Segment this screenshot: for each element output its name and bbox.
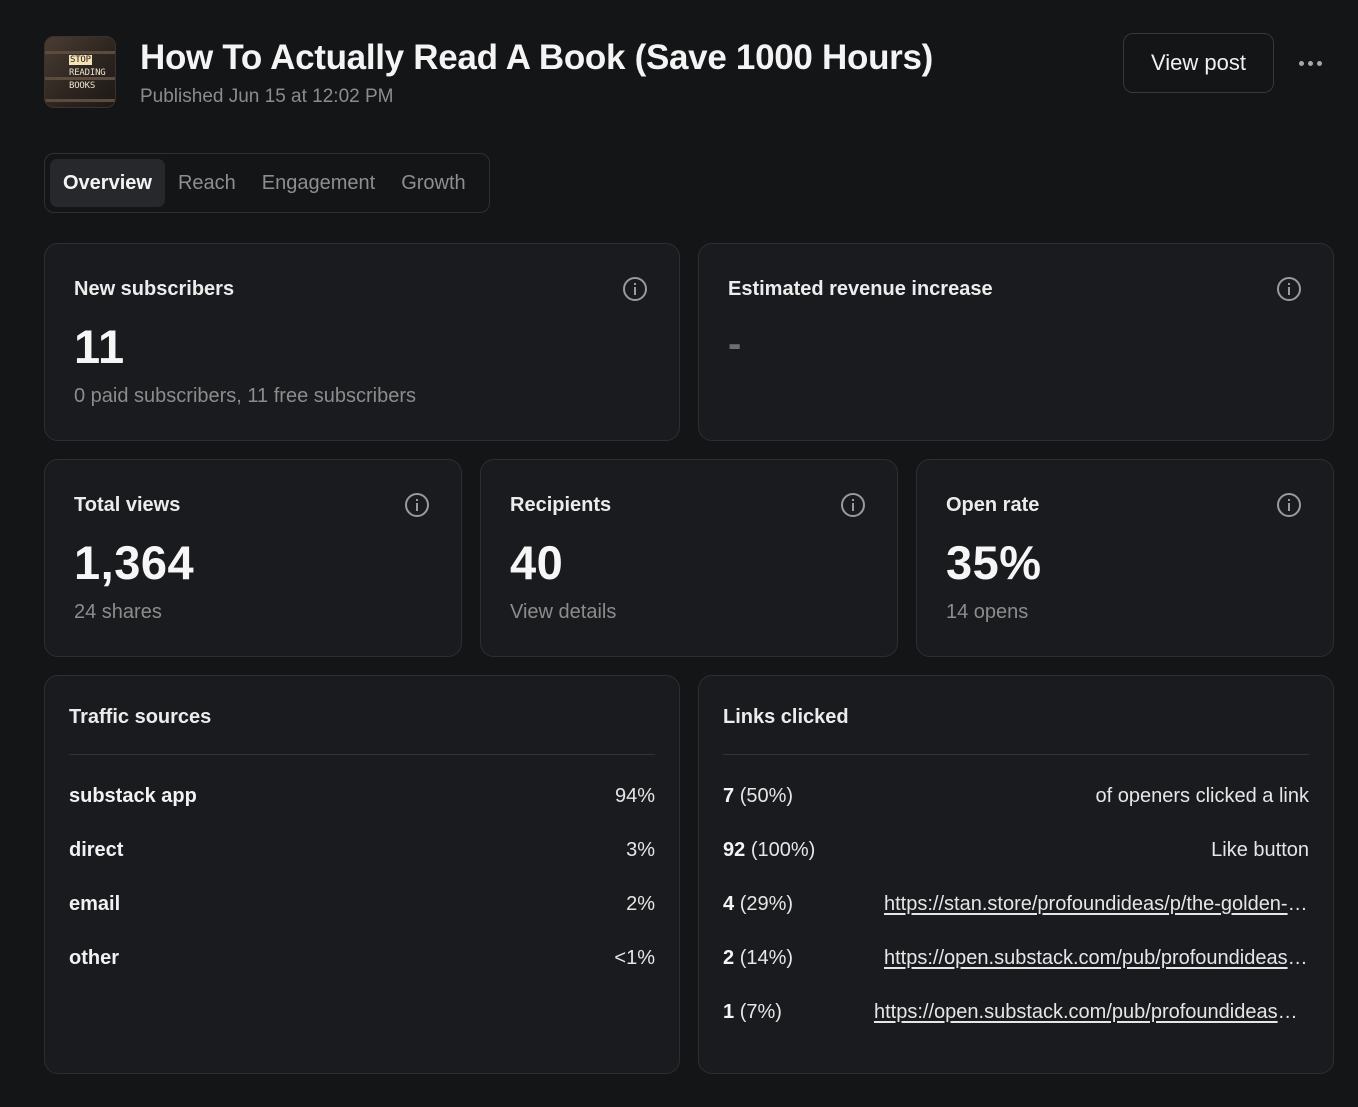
source-percent: <1%: [614, 946, 655, 969]
list-item: 4 (29%) https://stan.store/profoundideas…: [723, 889, 1309, 919]
revenue-value: -: [728, 322, 742, 366]
info-icon[interactable]: [1277, 277, 1301, 301]
traffic-sources-card: Traffic sources substack app 94% direct …: [44, 675, 680, 1074]
recipients-value: 40: [510, 536, 564, 589]
source-name: substack app: [69, 784, 197, 807]
recipients-card: Recipients 40 View details: [480, 459, 898, 657]
source-percent: 3%: [626, 838, 655, 861]
divider: [723, 754, 1309, 755]
link-url[interactable]: https://open.substack.com/pub/profoundid…: [874, 1000, 1299, 1023]
open-rate-value: 35%: [946, 536, 1042, 589]
info-icon[interactable]: [1277, 493, 1301, 517]
post-title: How To Actually Read A Book (Save 1000 H…: [140, 38, 933, 77]
link-description: of openers clicked a link: [1095, 784, 1309, 807]
list-item: 7 (50%) of openers clicked a link: [723, 781, 1309, 811]
shares-count: 24 shares: [74, 601, 162, 623]
opens-count: 14 opens: [946, 601, 1029, 623]
open-rate-label: Open rate: [946, 494, 1040, 516]
new-subscribers-value: 11: [74, 320, 125, 373]
source-name: email: [69, 892, 121, 915]
source-name: direct: [69, 838, 124, 861]
traffic-sources-title: Traffic sources: [69, 706, 212, 728]
new-subscribers-label: New subscribers: [74, 278, 235, 300]
tab-engagement[interactable]: Engagement: [261, 171, 376, 194]
more-horizontal-icon[interactable]: [1294, 48, 1326, 78]
click-count: 92 (100%): [723, 838, 816, 861]
click-count: 2 (14%): [723, 946, 794, 969]
source-percent: 94%: [614, 784, 655, 807]
list-item: 92 (100%) Like button: [723, 835, 1309, 865]
post-thumbnail: STOP READING BOOKS: [44, 36, 116, 108]
link-url[interactable]: https://open.substack.com/pub/profoundid…: [884, 946, 1309, 969]
info-icon[interactable]: [623, 277, 647, 301]
list-item: other <1%: [69, 943, 655, 973]
tab-overview[interactable]: Overview: [50, 159, 165, 207]
total-views-label: Total views: [74, 494, 181, 516]
links-clicked-card: Links clicked 7 (50%) of openers clicked…: [698, 675, 1334, 1074]
info-icon[interactable]: [405, 493, 429, 517]
click-count: 4 (29%): [723, 892, 794, 915]
recipients-label: Recipients: [510, 494, 612, 516]
click-count: 1 (7%): [723, 1000, 782, 1023]
view-post-button[interactable]: View post: [1123, 33, 1274, 93]
thumbnail-text: STOP READING BOOKS: [69, 55, 106, 91]
tab-reach[interactable]: Reach: [177, 171, 236, 194]
list-item: 2 (14%) https://open.substack.com/pub/pr…: [723, 943, 1309, 973]
list-item: 1 (7%) https://open.substack.com/pub/pro…: [723, 997, 1309, 1027]
click-count: 7 (50%): [723, 784, 794, 807]
list-item: direct 3%: [69, 835, 655, 865]
open-rate-card: Open rate 35% 14 opens: [916, 459, 1334, 657]
revenue-label: Estimated revenue increase: [728, 278, 993, 300]
divider: [69, 754, 655, 755]
view-details-link[interactable]: View details: [510, 601, 617, 623]
revenue-card: Estimated revenue increase -: [698, 243, 1334, 441]
source-name: other: [69, 946, 119, 969]
stats-tabs: Overview Reach Engagement Growth: [44, 153, 490, 213]
list-item: email 2%: [69, 889, 655, 919]
source-percent: 2%: [626, 892, 655, 915]
link-url[interactable]: https://stan.store/profoundideas/p/the-g…: [884, 892, 1309, 915]
new-subscribers-card: New subscribers 11 0 paid subscribers, 1…: [44, 243, 680, 441]
list-item: substack app 94%: [69, 781, 655, 811]
total-views-card: Total views 1,364 24 shares: [44, 459, 462, 657]
info-icon[interactable]: [841, 493, 865, 517]
links-clicked-title: Links clicked: [723, 706, 849, 728]
published-date: Published Jun 15 at 12:02 PM: [140, 86, 394, 107]
link-description: Like button: [1211, 838, 1309, 861]
tab-growth[interactable]: Growth: [401, 171, 466, 194]
total-views-value: 1,364: [74, 536, 195, 589]
new-subscribers-breakdown: 0 paid subscribers, 11 free subscribers: [74, 385, 417, 407]
